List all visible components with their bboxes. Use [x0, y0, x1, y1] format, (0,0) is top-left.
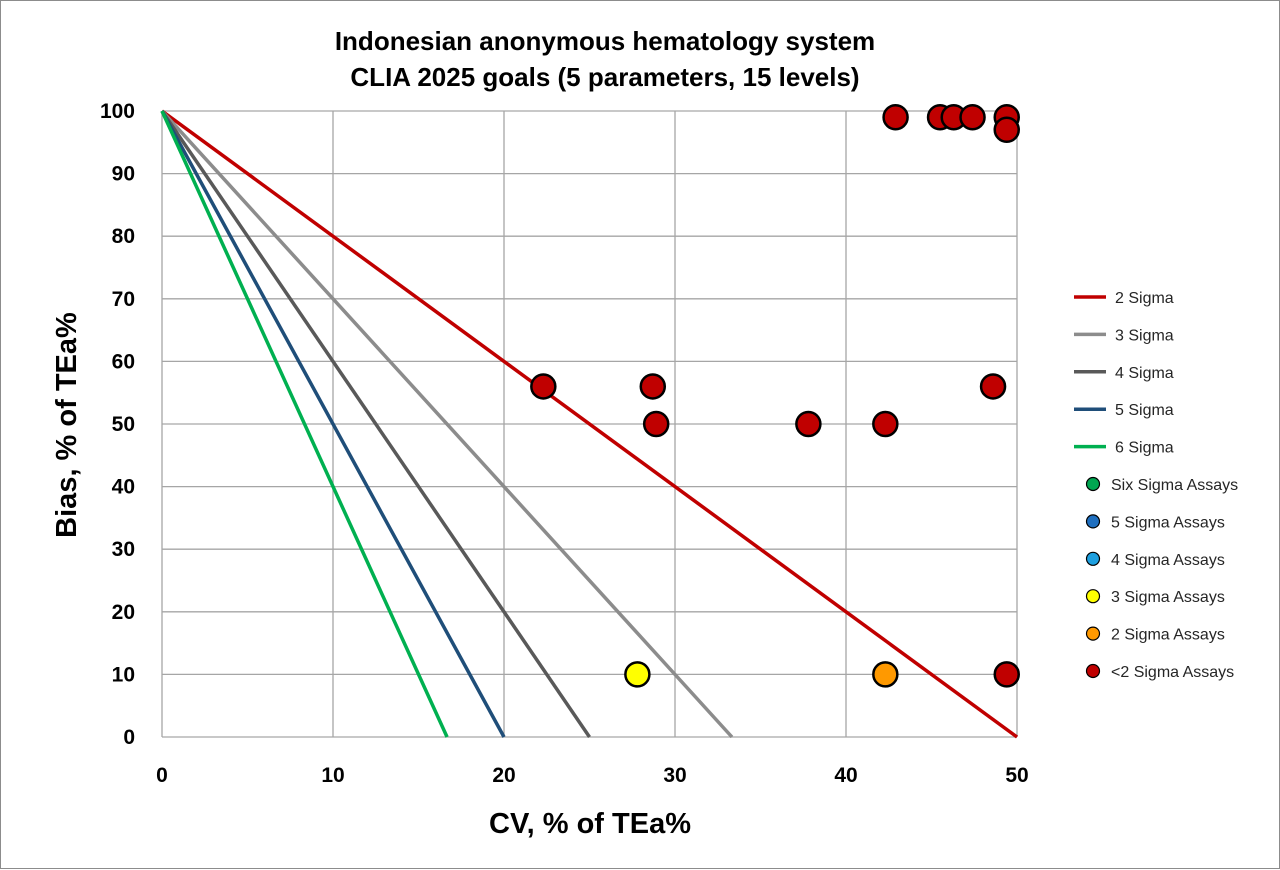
sigma-lines	[160, 109, 1019, 739]
chart-title: Indonesian anonymous hematology system	[335, 26, 875, 56]
assay-point	[795, 410, 822, 438]
y-tick-label: 90	[112, 163, 135, 186]
legend-label: 6 Sigma	[1115, 440, 1174, 457]
legend-label: Six Sigma Assays	[1111, 477, 1238, 494]
sigma-line-3	[160, 110, 591, 738]
x-tick-label: 30	[663, 764, 686, 787]
legend-marker-swatch	[1085, 626, 1101, 641]
chart-subtitle: CLIA 2025 goals (5 parameters, 15 levels…	[350, 62, 859, 92]
assay-point	[993, 116, 1020, 144]
legend-marker-swatch	[1085, 589, 1101, 604]
sigma-line-5	[160, 110, 449, 738]
assay-point	[530, 373, 557, 400]
sigma-line-4	[160, 110, 506, 738]
assay-point	[872, 661, 899, 688]
sigma-line-1	[160, 109, 1019, 739]
y-tick-label: 40	[112, 476, 135, 499]
y-tick-label: 80	[112, 225, 135, 248]
y-tick-label: 100	[100, 100, 135, 123]
legend-marker-swatch	[1085, 476, 1101, 492]
legend-label: 3 Sigma Assays	[1111, 589, 1225, 606]
legend-label: <2 Sigma Assays	[1111, 664, 1234, 681]
legend-marker-swatch	[1085, 514, 1101, 529]
legend-label: 5 Sigma	[1115, 402, 1174, 419]
y-tick-label: 60	[112, 350, 135, 373]
y-tick-label: 50	[112, 413, 135, 436]
assay-point	[639, 373, 667, 400]
legend-label: 3 Sigma	[1115, 327, 1174, 344]
legend: 2 Sigma 3 Sigma 4 Sigma 5 Sigma 6 Sigma Six S…	[1074, 290, 1238, 681]
y-tick-label: 30	[112, 538, 135, 561]
legend-label: 5 Sigma Assays	[1111, 514, 1225, 531]
y-tick-label: 0	[123, 726, 135, 749]
legend-label: 2 Sigma	[1115, 290, 1174, 307]
y-tick-label: 10	[112, 663, 135, 686]
y-tick-label: 20	[112, 601, 135, 624]
legend-label: 4 Sigma Assays	[1111, 552, 1225, 569]
assay-point	[872, 410, 899, 438]
y-tick-label: 70	[112, 288, 135, 311]
sigma-line-2	[160, 109, 734, 739]
legend-label: 4 Sigma	[1115, 365, 1174, 382]
legend-marker-swatch	[1085, 663, 1101, 679]
assay-points	[530, 104, 1020, 688]
y-axis-title: Bias, % of TEa%	[51, 312, 83, 538]
x-tick-label: 50	[1005, 764, 1028, 787]
assay-point	[979, 373, 1007, 400]
x-tick-labels: 0 10 20 30 40 50	[156, 764, 1029, 787]
assay-point	[624, 661, 651, 688]
x-tick-label: 10	[321, 764, 344, 787]
assay-point	[959, 104, 986, 131]
legend-marker-swatch	[1085, 551, 1101, 566]
assay-point	[642, 410, 670, 438]
y-tick-labels: 0 10 20 30 40 50 60 70 80 90 100	[100, 100, 135, 749]
assay-point	[882, 104, 909, 131]
x-tick-label: 40	[834, 764, 857, 787]
x-tick-label: 20	[492, 764, 515, 787]
assay-point	[993, 661, 1020, 688]
legend-label: 2 Sigma Assays	[1111, 627, 1225, 644]
x-tick-label: 0	[156, 764, 168, 787]
x-axis-title: CV, % of TEa%	[489, 808, 691, 840]
